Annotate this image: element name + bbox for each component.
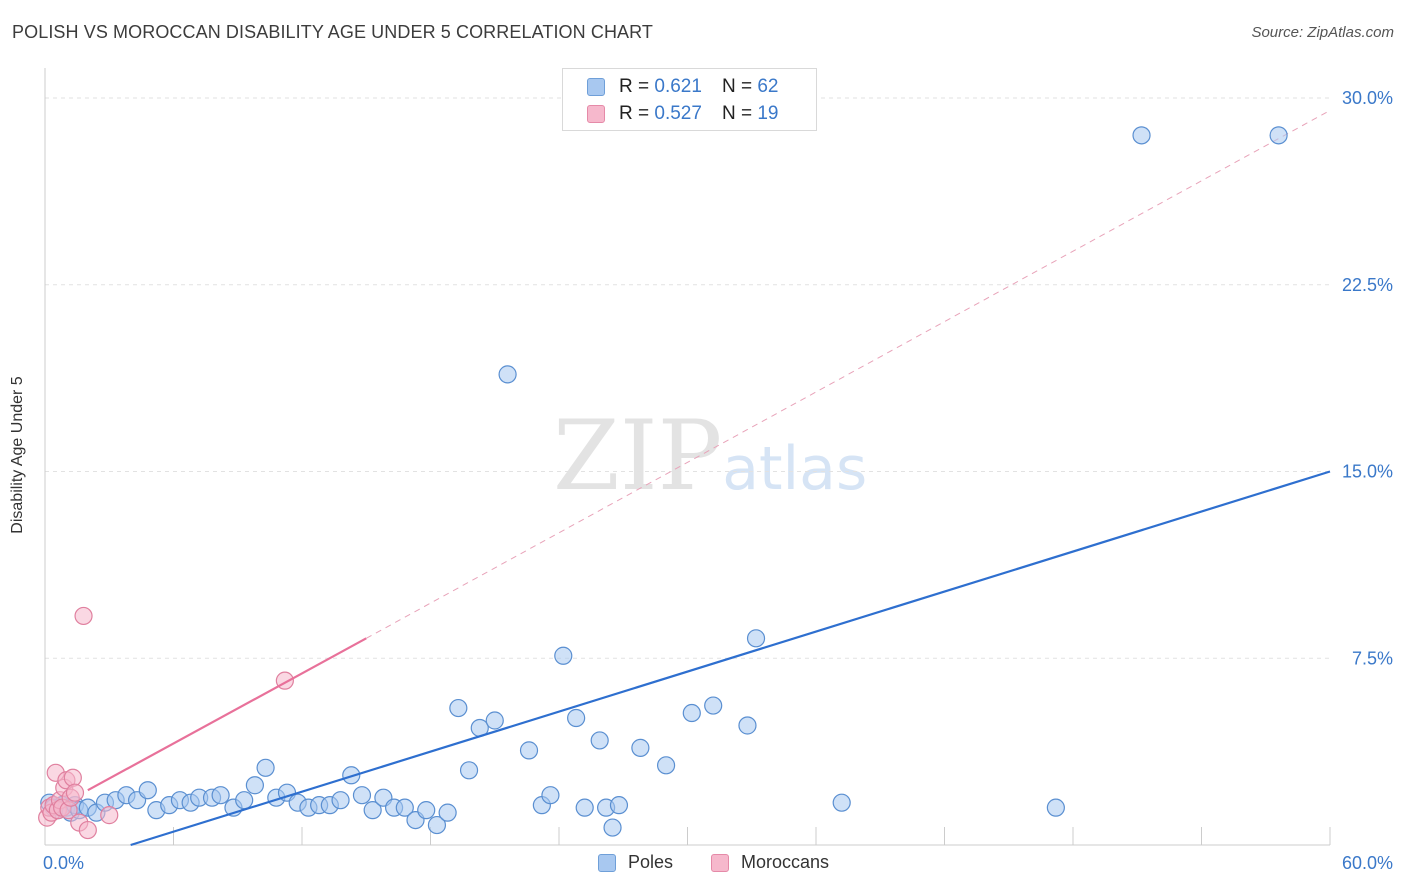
poles-point [738,716,757,735]
x-tick-label: 60.0% [1342,853,1393,873]
moroccans-swatch [587,105,605,123]
poles-point [256,758,275,777]
poles-point [746,629,766,648]
moroccans-point [63,768,82,787]
stats-row-moroccans: R = 0.527 N = 19 [587,102,778,126]
legend-item-poles[interactable]: Poles [598,852,673,873]
poles-point [603,818,622,837]
chart-title: POLISH VS MOROCCAN DISABILITY AGE UNDER … [12,22,654,42]
legend-label-poles: Poles [628,852,674,872]
moroccans-point [100,806,119,825]
poles-point [331,791,350,810]
poles-point [438,803,457,822]
n-label: N = [721,76,753,97]
poles-point [519,741,539,760]
moroccans-legend-swatch [711,853,729,872]
moroccans-trendline [87,637,367,792]
poles-point [541,786,560,805]
x-tick-label: 0.0% [43,853,84,873]
poles-point [704,696,723,715]
stats-row-poles: R = 0.621 N = 62 [587,75,778,99]
watermark-zip: ZIP [553,400,723,512]
poles-point [554,646,573,665]
poles-point [211,786,230,805]
poles-point [352,786,372,805]
poles-point [590,731,609,750]
watermark-atlas: atlas [722,434,868,504]
r-value: 0.621 [654,76,702,97]
stats-legend: R = 0.621 N = 62 R = 0.527 N = 19 [562,68,817,131]
y-tick-label: 22.5% [1342,275,1393,295]
poles-point [245,776,264,795]
y-tick-label: 7.5% [1352,648,1393,668]
legend-label-moroccans: Moroccans [741,852,830,872]
legend-item-moroccans[interactable]: Moroccans [711,852,829,873]
moroccans-trend-extension [366,110,1331,639]
poles-point [832,793,851,812]
y-tick-label: 30.0% [1342,88,1393,108]
source-label: Source: ZipAtlas.com [1251,24,1394,41]
poles-swatch [587,78,605,96]
n-value: 19 [757,103,779,124]
y-tick-label: 15.0% [1342,462,1393,482]
poles-point [363,801,382,820]
poles-point [1046,798,1065,817]
r-value: 0.527 [654,103,702,124]
poles-trendline [130,470,1331,847]
poles-point [395,798,414,817]
poles-point [631,738,650,757]
r-label: R = [619,76,650,97]
poles-point [567,708,586,728]
y-axis-label: Disability Age Under 5 [9,376,26,534]
series-legend: Poles Moroccans [0,852,1406,878]
moroccans-point [65,783,85,802]
poles-point [235,791,254,810]
n-label: N = [721,103,753,124]
poles-point [417,801,436,820]
poles-point [1132,126,1151,145]
poles-legend-swatch [598,853,616,872]
moroccans-point [78,820,97,840]
poles-point [1269,126,1288,145]
poles-point [609,796,629,815]
r-label: R = [619,103,650,124]
poles-point [449,698,468,718]
poles-point [459,761,479,780]
poles-point [138,781,157,800]
poles-point [498,365,517,384]
poles-point [682,703,701,723]
poles-point [485,711,504,730]
poles-point [427,815,447,835]
n-value: 62 [757,76,779,97]
moroccans-point [74,606,93,626]
poles-point [575,798,594,817]
watermark: ZIPatlas [553,400,867,512]
poles-point [656,756,676,775]
